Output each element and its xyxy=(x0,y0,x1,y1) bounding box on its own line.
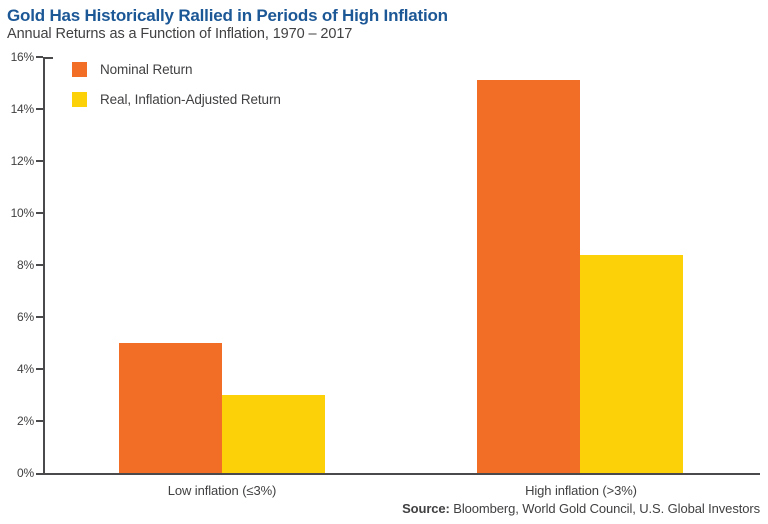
y-axis-top-cap xyxy=(45,57,53,59)
y-axis-tick-label: 16% xyxy=(10,50,35,64)
bar-real-group1 xyxy=(580,255,683,473)
bar-nominal-group1 xyxy=(477,80,580,473)
y-axis-tick-label: 2% xyxy=(17,414,34,428)
y-axis-tick-mark xyxy=(36,108,43,110)
y-axis-line xyxy=(43,57,45,475)
y-axis-tick-mark xyxy=(36,264,43,266)
legend-label-nominal: Nominal Return xyxy=(100,62,193,77)
y-axis-tick-label: 4% xyxy=(17,362,34,376)
real-return-swatch xyxy=(72,92,87,107)
legend-item-nominal: Nominal Return xyxy=(72,62,192,77)
bar-real-group0 xyxy=(222,395,325,473)
x-label-low-inflation: Low inflation (≤3%) xyxy=(167,483,277,498)
y-axis-tick-label: 14% xyxy=(10,102,35,116)
chart-subtitle: Annual Returns as a Function of Inflatio… xyxy=(7,26,353,42)
chart-title: Gold Has Historically Rallied in Periods… xyxy=(7,6,448,25)
y-axis-tick-mark xyxy=(36,212,43,214)
y-axis-tick-label: 8% xyxy=(17,258,34,272)
source-label: Source: xyxy=(402,501,450,516)
source-note: Source: Bloomberg, World Gold Council, U… xyxy=(402,501,760,516)
y-axis-tick-label: 12% xyxy=(10,154,35,168)
y-axis-tick-mark xyxy=(36,368,43,370)
y-axis-tick-mark xyxy=(36,420,43,422)
nominal-return-swatch xyxy=(72,62,87,77)
y-axis-tick-label: 10% xyxy=(10,206,35,220)
y-axis-tick-mark xyxy=(36,316,43,318)
y-axis-tick-mark xyxy=(36,160,43,162)
y-axis-tick-label: 0% xyxy=(17,466,34,480)
source-text: Bloomberg, World Gold Council, U.S. Glob… xyxy=(449,501,760,516)
legend-item-real: Real, Inflation-Adjusted Return xyxy=(72,92,281,107)
x-axis-line xyxy=(36,473,760,475)
bar-nominal-group0 xyxy=(119,343,222,473)
y-axis-tick-mark xyxy=(36,56,43,58)
x-label-high-inflation: High inflation (>3%) xyxy=(525,483,637,498)
y-axis-tick-label: 6% xyxy=(17,310,34,324)
legend-label-real: Real, Inflation-Adjusted Return xyxy=(100,92,281,107)
